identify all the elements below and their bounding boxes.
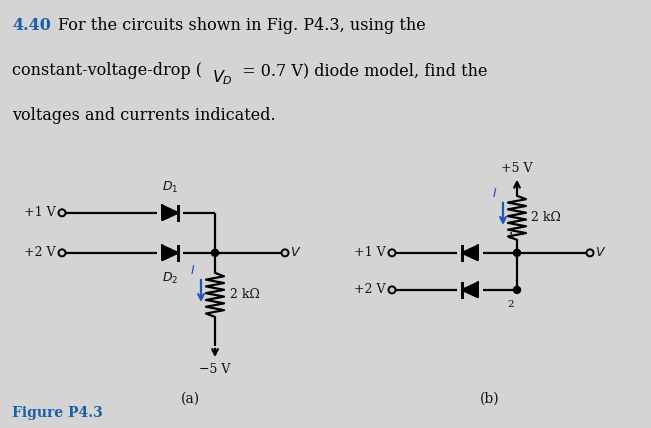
Text: $D_2$: $D_2$ <box>162 271 178 286</box>
Circle shape <box>514 250 521 256</box>
Text: 1: 1 <box>507 232 514 241</box>
Circle shape <box>59 250 66 256</box>
Text: $V_D$: $V_D$ <box>212 68 233 86</box>
Text: −5 V: −5 V <box>199 363 230 376</box>
Text: $V$: $V$ <box>595 247 606 259</box>
Text: 2: 2 <box>507 300 514 309</box>
Text: = 0.7 V) diode model, find the: = 0.7 V) diode model, find the <box>237 62 488 79</box>
Circle shape <box>212 250 219 256</box>
Circle shape <box>281 250 288 256</box>
Text: +2 V: +2 V <box>25 247 56 259</box>
Text: $I$: $I$ <box>492 187 497 200</box>
Circle shape <box>389 286 396 293</box>
Text: +2 V: +2 V <box>355 283 386 296</box>
Circle shape <box>514 286 521 293</box>
Text: (a): (a) <box>180 392 200 406</box>
Text: $I$: $I$ <box>189 264 195 277</box>
Text: +1 V: +1 V <box>24 206 56 219</box>
Text: voltages and currents indicated.: voltages and currents indicated. <box>12 107 275 124</box>
Polygon shape <box>162 205 178 220</box>
Circle shape <box>587 250 594 256</box>
Circle shape <box>59 209 66 216</box>
Text: constant-voltage-drop (: constant-voltage-drop ( <box>12 62 202 79</box>
Text: 4.40: 4.40 <box>12 17 51 34</box>
Text: $V$: $V$ <box>290 247 301 259</box>
Polygon shape <box>462 282 478 297</box>
Text: +5 V: +5 V <box>501 162 533 175</box>
Text: Figure P4.3: Figure P4.3 <box>12 406 103 420</box>
Text: 2 kΩ: 2 kΩ <box>531 211 561 224</box>
Polygon shape <box>162 246 178 260</box>
Text: For the circuits shown in Fig. P4.3, using the: For the circuits shown in Fig. P4.3, usi… <box>58 17 426 34</box>
Text: $D_1$: $D_1$ <box>162 180 178 195</box>
Text: +1 V: +1 V <box>354 247 386 259</box>
Text: 2 kΩ: 2 kΩ <box>230 288 260 301</box>
Polygon shape <box>462 246 478 260</box>
Text: (b): (b) <box>480 392 500 406</box>
Circle shape <box>389 250 396 256</box>
